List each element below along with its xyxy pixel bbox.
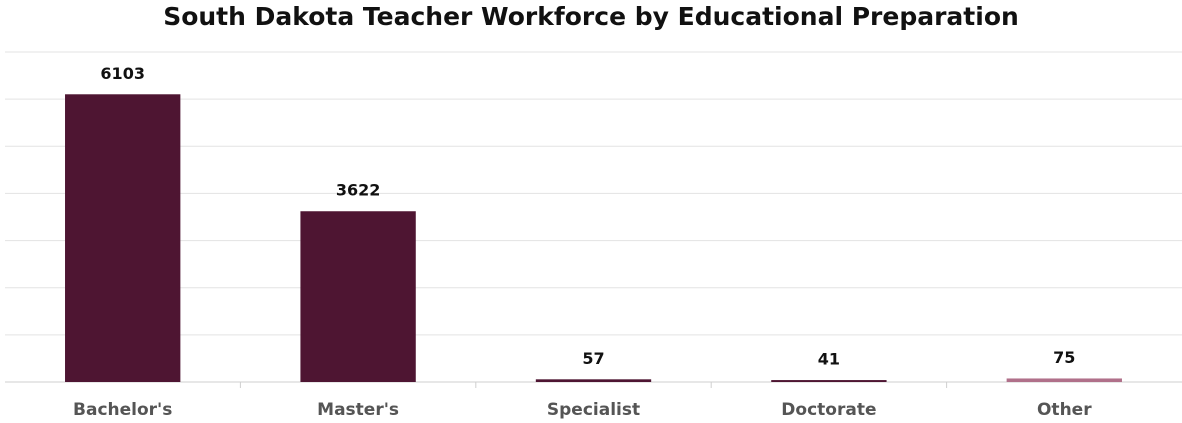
- bar: [300, 211, 416, 382]
- x-tick-label: Master's: [317, 400, 399, 420]
- x-tick-label: Other: [1037, 400, 1092, 420]
- x-tick-label: Bachelor's: [73, 400, 172, 420]
- value-label: 6103: [100, 64, 145, 83]
- value-label: 41: [818, 350, 840, 369]
- value-label: 75: [1053, 348, 1075, 367]
- value-label: 57: [582, 349, 604, 368]
- x-tick-label: Specialist: [547, 400, 640, 420]
- value-label: 3622: [336, 181, 381, 200]
- bar: [535, 379, 652, 382]
- chart-title: South Dakota Teacher Workforce by Educat…: [163, 2, 1019, 31]
- bar: [65, 94, 181, 382]
- x-tick-label: Doctorate: [781, 400, 876, 420]
- bar: [1006, 378, 1122, 382]
- bar: [771, 380, 887, 382]
